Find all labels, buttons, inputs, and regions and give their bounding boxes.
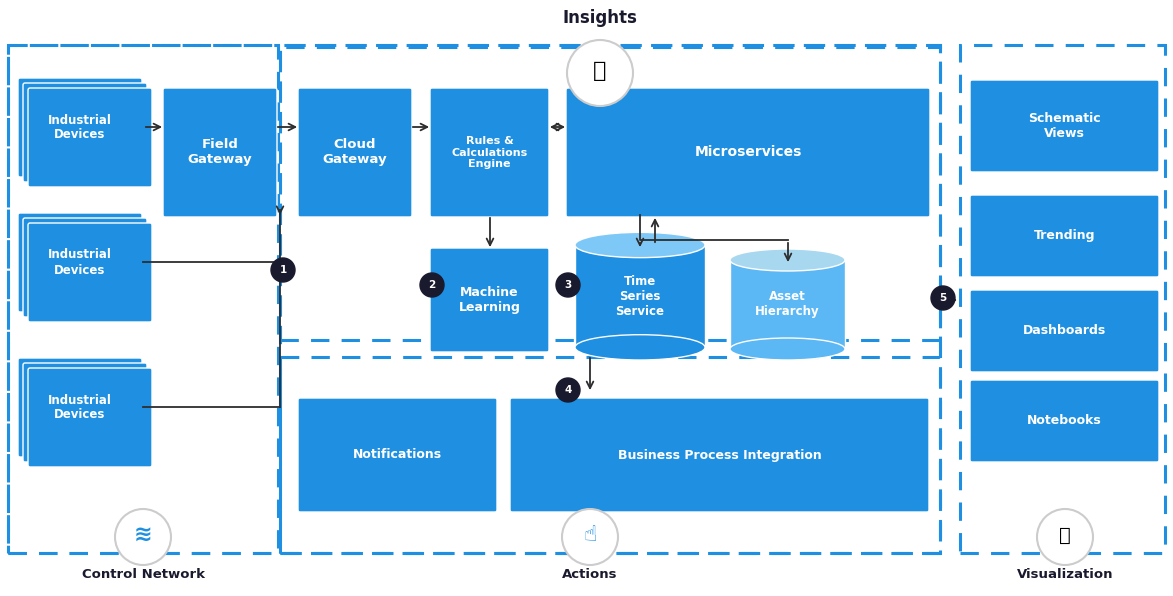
Text: 💡: 💡 — [594, 61, 606, 81]
Text: Industrial
Devices: Industrial Devices — [48, 113, 111, 141]
Text: Asset
Hierarchy: Asset Hierarchy — [755, 290, 820, 318]
Text: ≋: ≋ — [134, 525, 152, 545]
Circle shape — [931, 286, 955, 310]
Bar — [8, 45, 278, 553]
FancyBboxPatch shape — [970, 290, 1159, 372]
Text: 5: 5 — [940, 293, 947, 303]
Circle shape — [562, 509, 618, 565]
Text: Rules &
Calculations
Engine: Rules & Calculations Engine — [452, 136, 528, 169]
Text: Trending: Trending — [1033, 229, 1096, 243]
Text: Notebooks: Notebooks — [1028, 414, 1101, 427]
Ellipse shape — [575, 232, 705, 257]
FancyBboxPatch shape — [430, 88, 549, 217]
Text: Microservices: Microservices — [694, 145, 801, 160]
FancyBboxPatch shape — [970, 80, 1159, 172]
Text: Industrial
Devices: Industrial Devices — [48, 249, 111, 277]
Text: 3: 3 — [564, 280, 571, 290]
FancyBboxPatch shape — [298, 88, 412, 217]
Ellipse shape — [730, 338, 845, 360]
Bar — [575, 245, 705, 347]
Text: Visualization: Visualization — [1017, 569, 1113, 582]
FancyBboxPatch shape — [298, 398, 497, 512]
FancyBboxPatch shape — [28, 88, 152, 187]
FancyBboxPatch shape — [970, 380, 1159, 462]
Text: ☝: ☝ — [583, 525, 597, 545]
Circle shape — [420, 273, 445, 297]
Bar — [280, 357, 940, 553]
Bar — [280, 45, 940, 553]
Circle shape — [567, 40, 633, 106]
FancyBboxPatch shape — [163, 88, 277, 217]
Text: Notifications: Notifications — [353, 449, 442, 461]
FancyBboxPatch shape — [28, 223, 152, 322]
Text: Insights: Insights — [563, 9, 637, 27]
Text: Time
Series
Service: Time Series Service — [616, 275, 664, 318]
FancyBboxPatch shape — [28, 368, 152, 467]
Bar — [960, 45, 1165, 553]
Circle shape — [271, 258, 294, 282]
Text: 2: 2 — [428, 280, 435, 290]
Text: Cloud
Gateway: Cloud Gateway — [323, 138, 387, 166]
Text: 📊: 📊 — [1059, 526, 1071, 545]
FancyBboxPatch shape — [18, 213, 142, 312]
Text: Industrial
Devices: Industrial Devices — [48, 393, 111, 421]
Bar — [730, 260, 845, 349]
FancyBboxPatch shape — [430, 248, 549, 352]
Text: Business Process Integration: Business Process Integration — [618, 449, 821, 461]
FancyBboxPatch shape — [23, 83, 147, 182]
Text: Control Network: Control Network — [81, 569, 204, 582]
FancyBboxPatch shape — [510, 398, 929, 512]
Bar — [8, 45, 940, 553]
Text: Actions: Actions — [562, 569, 618, 582]
FancyBboxPatch shape — [18, 358, 142, 457]
Text: Dashboards: Dashboards — [1023, 324, 1106, 337]
Text: Field
Gateway: Field Gateway — [188, 138, 252, 166]
FancyBboxPatch shape — [23, 363, 147, 462]
Text: 1: 1 — [279, 265, 286, 275]
FancyBboxPatch shape — [18, 78, 142, 177]
FancyBboxPatch shape — [970, 195, 1159, 277]
Circle shape — [1037, 509, 1093, 565]
Text: 4: 4 — [564, 385, 571, 395]
Ellipse shape — [730, 249, 845, 271]
Text: Machine
Learning: Machine Learning — [459, 286, 521, 314]
Circle shape — [115, 509, 171, 565]
FancyBboxPatch shape — [23, 218, 147, 317]
FancyBboxPatch shape — [567, 88, 930, 217]
Circle shape — [556, 273, 579, 297]
Text: Schematic
Views: Schematic Views — [1029, 112, 1100, 140]
Circle shape — [556, 378, 579, 402]
Ellipse shape — [575, 335, 705, 360]
Bar — [280, 47, 940, 340]
